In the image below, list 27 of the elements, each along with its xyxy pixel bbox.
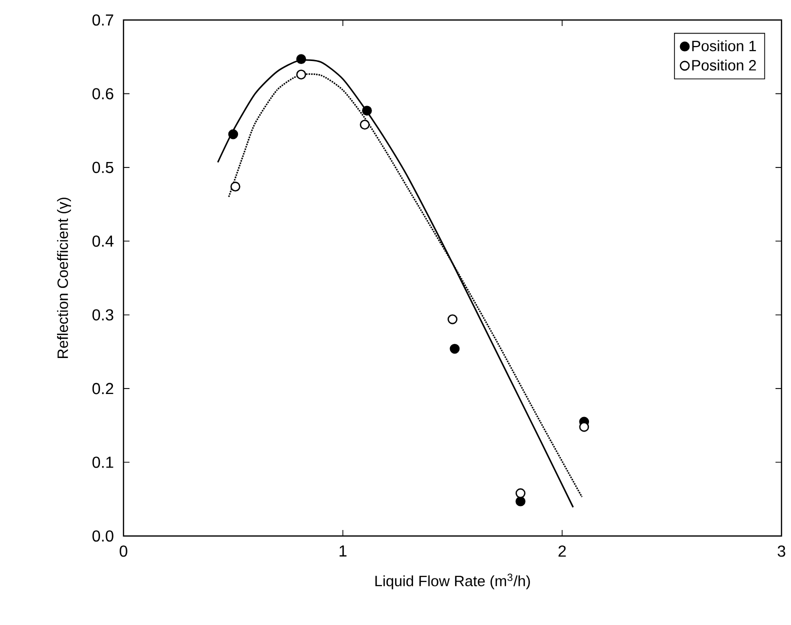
x-tick-label: 3 bbox=[778, 546, 786, 557]
y-tick-label: 0.0 bbox=[92, 530, 114, 542]
point bbox=[516, 496, 526, 506]
y-tick-label: 0.7 bbox=[92, 14, 114, 26]
x-axis-title: Liquid Flow Rate (m$^{3}$/h) bbox=[375, 574, 530, 590]
y-tick-label: 0.1 bbox=[92, 456, 114, 468]
point bbox=[516, 488, 526, 498]
legend-label: Position 2 bbox=[692, 60, 756, 71]
y-axis-title: Reflection Coefficient (γ) bbox=[57, 198, 71, 358]
point bbox=[450, 344, 460, 354]
point bbox=[579, 422, 590, 432]
point bbox=[296, 54, 306, 64]
point bbox=[296, 70, 306, 80]
y-tick-label: 0.6 bbox=[92, 88, 114, 100]
point bbox=[228, 129, 238, 140]
y-tick-label: 0.5 bbox=[92, 162, 114, 174]
y-tick-label: 0.4 bbox=[92, 236, 114, 247]
point bbox=[448, 314, 458, 324]
legend-label: Position 1 bbox=[692, 40, 756, 52]
point bbox=[362, 106, 372, 116]
point bbox=[360, 120, 370, 130]
point bbox=[230, 182, 240, 192]
y-tick-label: 0.3 bbox=[92, 309, 114, 320]
x-tick-label: 1 bbox=[340, 546, 346, 556]
x-tick-label: 0 bbox=[120, 546, 128, 557]
x-tick-label: 2 bbox=[558, 546, 566, 557]
y-tick-label: 0.2 bbox=[92, 382, 114, 394]
